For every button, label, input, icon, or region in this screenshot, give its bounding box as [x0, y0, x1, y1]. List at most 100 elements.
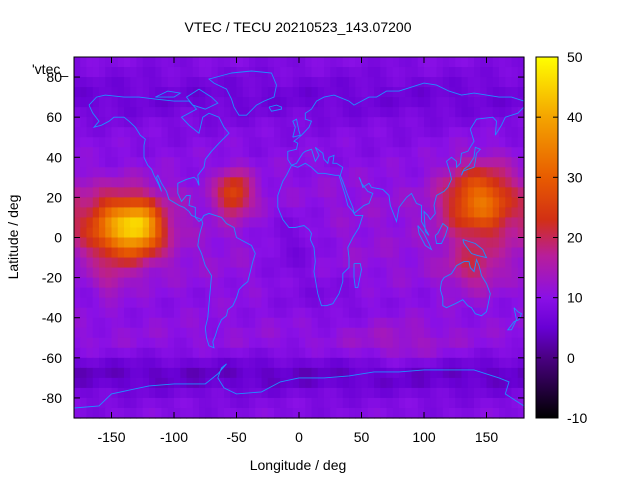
heatmap-cell [186, 317, 194, 329]
heatmap-cell [74, 117, 81, 128]
heatmap-cell [211, 97, 219, 108]
heatmap-cell [224, 387, 231, 399]
heatmap-cell [355, 257, 363, 269]
heatmap-cell [392, 357, 400, 369]
heatmap-cell [517, 267, 525, 279]
heatmap-cell [442, 367, 450, 379]
heatmap-cell [380, 227, 388, 239]
heatmap-cell [430, 247, 438, 259]
heatmap-cell [486, 307, 494, 319]
heatmap-cell [324, 257, 331, 269]
heatmap-cell [105, 357, 113, 369]
heatmap-cell [511, 367, 519, 379]
heatmap-cell [192, 87, 200, 98]
heatmap-cell [305, 227, 313, 239]
heatmap-cell [217, 257, 225, 269]
heatmap-cell [517, 337, 525, 349]
heatmap-cell [455, 407, 463, 419]
heatmap-cell [99, 207, 106, 219]
heatmap-cell [92, 177, 100, 188]
heatmap-cell [280, 57, 288, 68]
heatmap-cell [111, 367, 119, 379]
heatmap-cell [480, 137, 488, 148]
heatmap-cell [517, 197, 525, 209]
heatmap-cell [367, 287, 375, 299]
heatmap-cell [155, 87, 163, 98]
heatmap-cell [249, 307, 256, 319]
heatmap-cell [505, 257, 513, 269]
heatmap-cell [274, 407, 281, 419]
heatmap-cell [161, 287, 169, 299]
heatmap-cell [361, 167, 369, 178]
heatmap-cell [286, 387, 294, 399]
heatmap-cell [205, 97, 213, 108]
heatmap-cell [74, 187, 81, 198]
heatmap-cell [436, 77, 444, 88]
heatmap-cell [99, 137, 106, 148]
heatmap-cell [330, 127, 338, 138]
heatmap-cell [274, 387, 281, 399]
heatmap-cell [117, 197, 125, 209]
heatmap-cell [405, 267, 413, 279]
heatmap-cell [424, 217, 431, 229]
heatmap-cell [267, 207, 275, 219]
heatmap-cell [205, 117, 213, 128]
heatmap-cell [442, 77, 450, 88]
heatmap-cell [117, 217, 125, 229]
heatmap-cell [349, 337, 356, 349]
heatmap-cell [174, 177, 181, 188]
heatmap-cell [299, 337, 306, 349]
heatmap-cell [292, 247, 300, 259]
heatmap-cell [480, 77, 488, 88]
heatmap-cell [130, 317, 138, 329]
heatmap-cell [224, 327, 231, 339]
heatmap-cell [417, 297, 425, 309]
heatmap-cell [405, 247, 413, 259]
heatmap-cell [255, 187, 263, 198]
heatmap-cell [367, 127, 375, 138]
heatmap-cell [274, 357, 281, 369]
heatmap-cell [361, 57, 369, 68]
heatmap-cell [280, 317, 288, 329]
heatmap-cell [355, 107, 363, 118]
heatmap-cell [317, 97, 325, 108]
heatmap-cell [205, 267, 213, 279]
heatmap-cell [374, 357, 381, 369]
heatmap-cell [436, 347, 444, 359]
heatmap-cell [280, 127, 288, 138]
heatmap-cell [424, 167, 431, 178]
heatmap-cell [486, 377, 494, 389]
heatmap-cell [299, 217, 306, 229]
heatmap-cell [167, 197, 175, 209]
heatmap-cell [86, 157, 94, 168]
heatmap-cell [217, 67, 225, 78]
heatmap-cell [386, 337, 394, 349]
heatmap-cell [436, 157, 444, 168]
heatmap-cell [205, 187, 213, 198]
heatmap-cell [186, 407, 194, 419]
heatmap-cell [86, 377, 94, 389]
heatmap-cell [142, 307, 150, 319]
heatmap-cell [417, 217, 425, 229]
heatmap-cell [474, 407, 481, 419]
heatmap-cell [99, 77, 106, 88]
heatmap-cell [324, 317, 331, 329]
heatmap-cell [155, 187, 163, 198]
heatmap-cell [249, 287, 256, 299]
heatmap-cell [286, 87, 294, 98]
heatmap-cell [474, 277, 481, 289]
heatmap-cell [242, 267, 250, 279]
heatmap-cell [492, 337, 500, 349]
heatmap-cell [255, 407, 263, 419]
heatmap-cell [480, 277, 488, 289]
heatmap-cell [149, 357, 156, 369]
heatmap-cell [274, 367, 281, 379]
heatmap-cell [436, 287, 444, 299]
heatmap-cell [80, 227, 88, 239]
heatmap-cell [486, 337, 494, 349]
heatmap-cell [236, 297, 244, 309]
heatmap-cell [149, 237, 156, 249]
heatmap-cell [411, 197, 419, 209]
heatmap-cell [455, 167, 463, 178]
heatmap-cell [392, 87, 400, 98]
